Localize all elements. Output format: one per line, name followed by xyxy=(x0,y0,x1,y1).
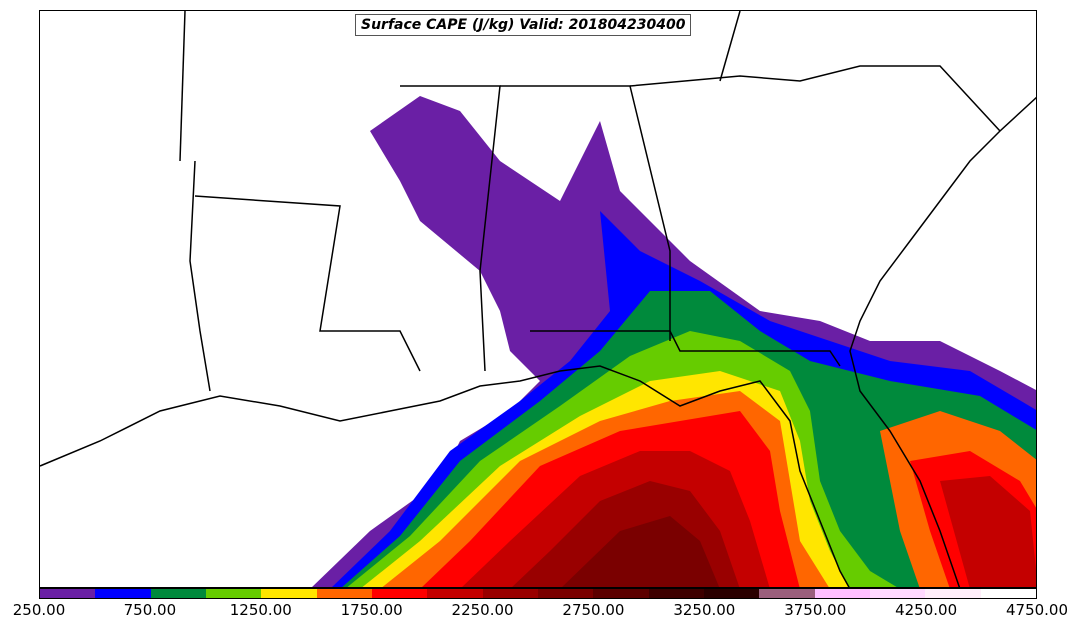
colorbar-tick-label: 750.00 xyxy=(123,601,177,619)
state-line-ga-sc xyxy=(629,65,1001,132)
colorbar-tick-label: 2750.00 xyxy=(562,601,625,619)
colorbar-segment xyxy=(482,589,538,598)
colorbar-tick-label: 3250.00 xyxy=(673,601,736,619)
colorbar-segment xyxy=(869,589,926,598)
colorbar-tick-labels: 250.00 750.00 1250.00 1750.00 2250.00 2750.00… xyxy=(0,601,1081,625)
colorbar-tick-label: 1750.00 xyxy=(340,601,403,619)
state-line-tx-la xyxy=(189,160,211,392)
cape-band-4750 xyxy=(562,516,720,587)
state-line-la-ms xyxy=(194,195,421,372)
colorbar-segment xyxy=(427,589,483,598)
colorbar-segment xyxy=(40,589,96,598)
state-line-al-ga xyxy=(500,85,671,341)
colorbar-segment xyxy=(759,589,815,598)
map-title: Surface CAPE (J/kg) Valid: 201804230400 xyxy=(355,14,692,36)
coastline-gulf xyxy=(40,365,850,587)
colorbar xyxy=(39,588,1037,599)
colorbar-tick-label: 4750.00 xyxy=(1005,601,1069,619)
colorbar-segment xyxy=(95,589,151,598)
boundaries xyxy=(40,11,1036,587)
colorbar-tick-label: 1250.00 xyxy=(229,601,292,619)
colorbar-tick-label: 4250.00 xyxy=(895,601,958,619)
cape-band-east-3 xyxy=(940,476,1036,587)
colorbar-segment xyxy=(150,589,206,598)
state-line-north xyxy=(719,11,741,82)
colorbar-segment xyxy=(261,589,317,598)
state-line-al-fl xyxy=(530,330,841,367)
colorbar-segment xyxy=(648,589,704,598)
colorbar-segment xyxy=(593,589,649,598)
coastline-atlantic xyxy=(849,96,1036,587)
colorbar-tick-label: 250.00 xyxy=(12,601,66,619)
colorbar-tick-label: 3750.00 xyxy=(784,601,847,619)
colorbar-segment xyxy=(814,589,870,598)
map-panel xyxy=(39,10,1037,588)
colorbar-segment xyxy=(316,589,372,598)
colorbar-segment xyxy=(703,589,760,598)
state-line-ms-tn xyxy=(179,11,186,162)
colorbar-segment xyxy=(205,589,262,598)
state-line-ms-al xyxy=(400,85,501,372)
colorbar-segment xyxy=(371,589,428,598)
colorbar-segment xyxy=(537,589,594,598)
colorbar-segment xyxy=(980,589,1036,598)
colorbar-tick-label: 2250.00 xyxy=(451,601,514,619)
cape-contours xyxy=(312,96,1036,587)
cape-map xyxy=(40,11,1036,587)
colorbar-segment xyxy=(925,589,981,598)
